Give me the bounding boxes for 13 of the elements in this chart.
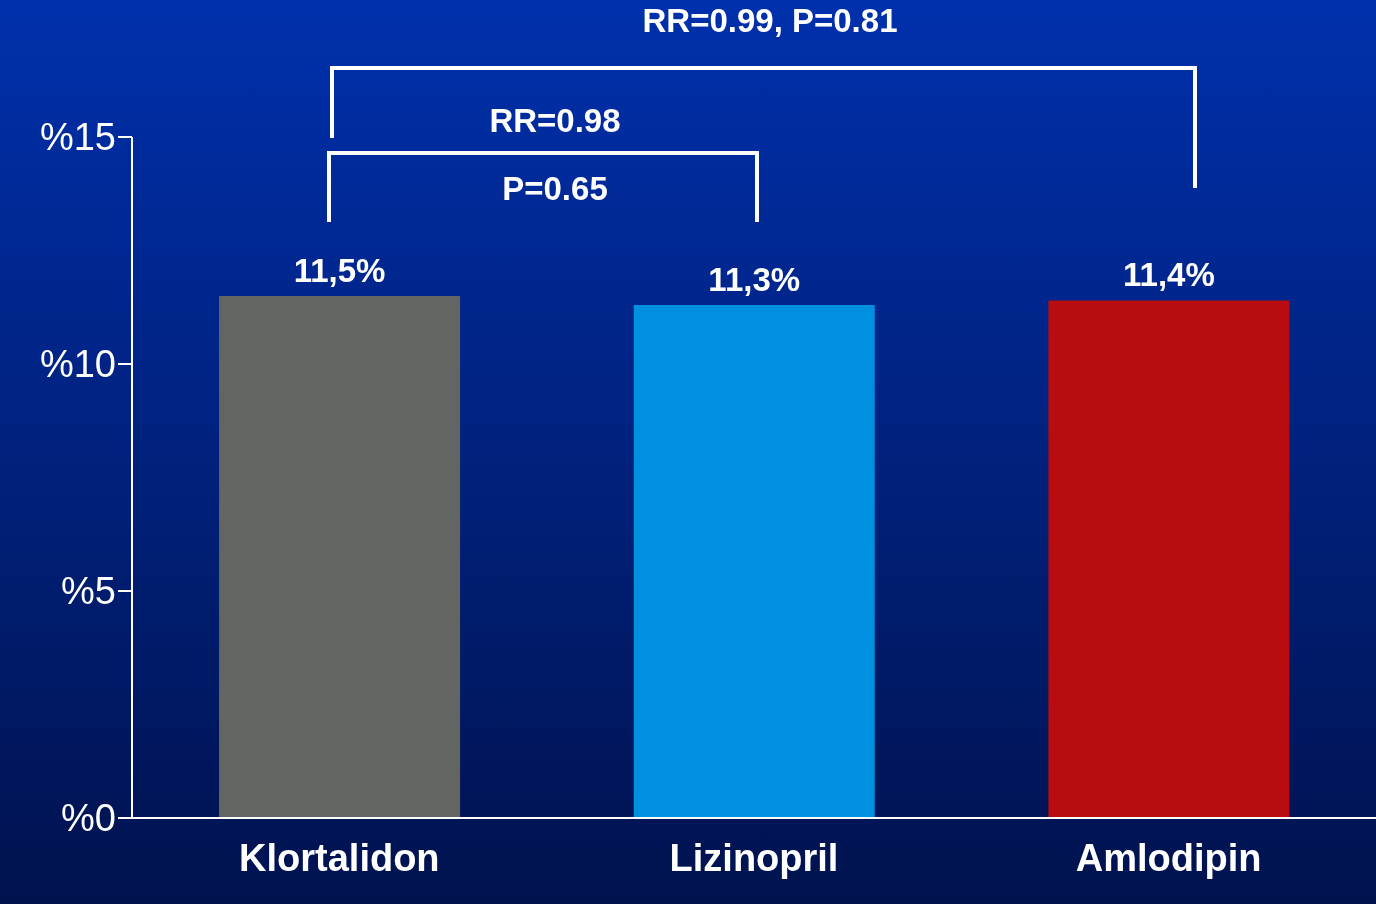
- y-tick-label: %0: [61, 797, 116, 840]
- y-tick-label: %15: [39, 116, 116, 159]
- data-label: 11,4%: [1123, 256, 1215, 294]
- x-tick-label: Lizinopril: [669, 836, 839, 879]
- y-tick-label: %5: [61, 570, 116, 613]
- text: RR=0.99, P=0.81: [642, 2, 898, 39]
- annotation: RR=0.98: [489, 102, 621, 139]
- annotation: P=0.65: [502, 170, 608, 207]
- x-tick-label: Amlodipin: [1075, 836, 1262, 879]
- data-label: 11,3%: [708, 260, 801, 298]
- data-label: 11,5%: [293, 251, 386, 289]
- y-tick-label: %10: [39, 343, 116, 386]
- x-tick-label: Klortalidon: [239, 836, 440, 879]
